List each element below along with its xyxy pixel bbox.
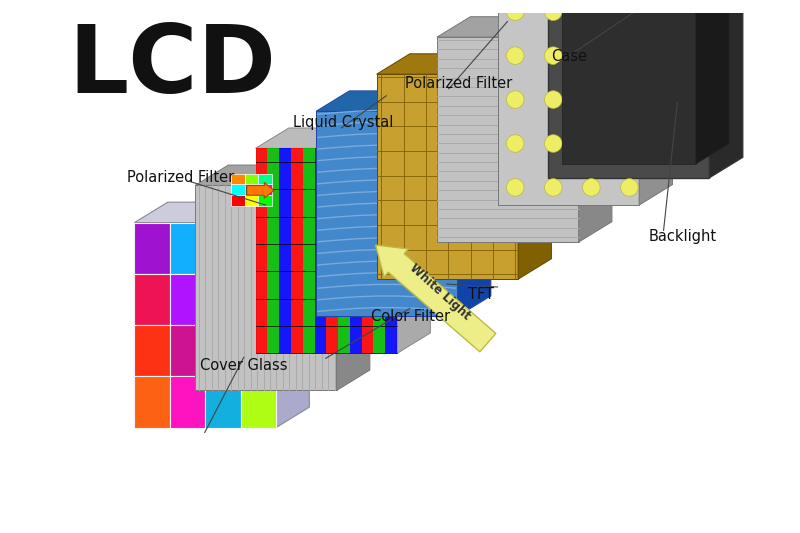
- Polygon shape: [245, 195, 258, 206]
- Text: LCD: LCD: [68, 21, 276, 113]
- Text: Polarized Filter: Polarized Filter: [405, 76, 512, 92]
- Polygon shape: [316, 111, 458, 316]
- Polygon shape: [578, 17, 612, 242]
- Circle shape: [621, 135, 638, 152]
- Polygon shape: [338, 148, 350, 353]
- Polygon shape: [245, 174, 258, 184]
- Text: Case: Case: [551, 49, 587, 64]
- Polygon shape: [231, 184, 245, 195]
- Text: White Light: White Light: [406, 261, 473, 322]
- Polygon shape: [206, 223, 241, 274]
- Circle shape: [582, 91, 600, 108]
- Polygon shape: [231, 174, 245, 184]
- Polygon shape: [206, 376, 241, 427]
- Polygon shape: [134, 223, 276, 427]
- Polygon shape: [206, 274, 241, 325]
- Text: Backlight: Backlight: [649, 229, 717, 244]
- Polygon shape: [276, 202, 310, 427]
- Polygon shape: [326, 148, 338, 353]
- Text: Color Filter: Color Filter: [370, 309, 450, 324]
- Polygon shape: [241, 274, 276, 325]
- FancyArrow shape: [246, 182, 274, 198]
- Polygon shape: [241, 325, 276, 376]
- Polygon shape: [134, 223, 170, 274]
- Polygon shape: [195, 185, 337, 391]
- Polygon shape: [195, 165, 370, 185]
- Circle shape: [545, 3, 562, 20]
- Polygon shape: [696, 0, 729, 164]
- Circle shape: [506, 3, 524, 20]
- Polygon shape: [314, 148, 326, 353]
- Polygon shape: [170, 325, 206, 376]
- Text: Cover Glass: Cover Glass: [200, 358, 287, 373]
- Polygon shape: [206, 325, 241, 376]
- Polygon shape: [255, 148, 267, 353]
- Polygon shape: [134, 325, 170, 376]
- Polygon shape: [362, 148, 374, 353]
- Circle shape: [582, 135, 600, 152]
- Circle shape: [621, 3, 638, 20]
- Polygon shape: [258, 184, 272, 195]
- Circle shape: [582, 47, 600, 64]
- Text: TFT: TFT: [468, 287, 494, 302]
- Polygon shape: [241, 376, 276, 427]
- Polygon shape: [267, 148, 279, 353]
- Polygon shape: [302, 148, 314, 353]
- Circle shape: [506, 91, 524, 108]
- Polygon shape: [241, 223, 276, 274]
- Circle shape: [506, 179, 524, 196]
- Polygon shape: [437, 37, 578, 242]
- Polygon shape: [386, 148, 397, 353]
- Circle shape: [506, 135, 524, 152]
- Polygon shape: [374, 148, 386, 353]
- Polygon shape: [134, 376, 170, 427]
- Polygon shape: [437, 17, 612, 37]
- Polygon shape: [170, 274, 206, 325]
- Polygon shape: [170, 223, 206, 274]
- Polygon shape: [350, 148, 362, 353]
- Polygon shape: [548, 0, 710, 177]
- Text: Liquid Crystal: Liquid Crystal: [293, 116, 393, 131]
- Polygon shape: [245, 184, 258, 195]
- Polygon shape: [134, 202, 310, 223]
- Polygon shape: [562, 0, 696, 164]
- Polygon shape: [710, 0, 742, 177]
- Polygon shape: [255, 148, 397, 353]
- Circle shape: [621, 47, 638, 64]
- Polygon shape: [337, 165, 370, 391]
- Circle shape: [582, 3, 600, 20]
- Circle shape: [545, 135, 562, 152]
- Polygon shape: [258, 195, 272, 206]
- Polygon shape: [258, 174, 272, 184]
- Polygon shape: [255, 128, 430, 148]
- Polygon shape: [397, 128, 430, 353]
- Polygon shape: [279, 148, 291, 353]
- Polygon shape: [291, 148, 302, 353]
- Polygon shape: [316, 91, 491, 111]
- Circle shape: [621, 179, 638, 196]
- Polygon shape: [134, 274, 170, 325]
- Text: Polarized Filter: Polarized Filter: [126, 170, 234, 185]
- Circle shape: [545, 47, 562, 64]
- Polygon shape: [377, 54, 551, 74]
- Polygon shape: [518, 54, 551, 279]
- Polygon shape: [639, 0, 673, 205]
- Polygon shape: [377, 74, 518, 279]
- Circle shape: [545, 91, 562, 108]
- FancyArrow shape: [375, 245, 496, 352]
- Polygon shape: [458, 91, 491, 316]
- Circle shape: [621, 91, 638, 108]
- Polygon shape: [170, 376, 206, 427]
- Circle shape: [506, 47, 524, 64]
- Circle shape: [582, 179, 600, 196]
- Polygon shape: [498, 0, 639, 205]
- Polygon shape: [231, 195, 245, 206]
- Circle shape: [545, 179, 562, 196]
